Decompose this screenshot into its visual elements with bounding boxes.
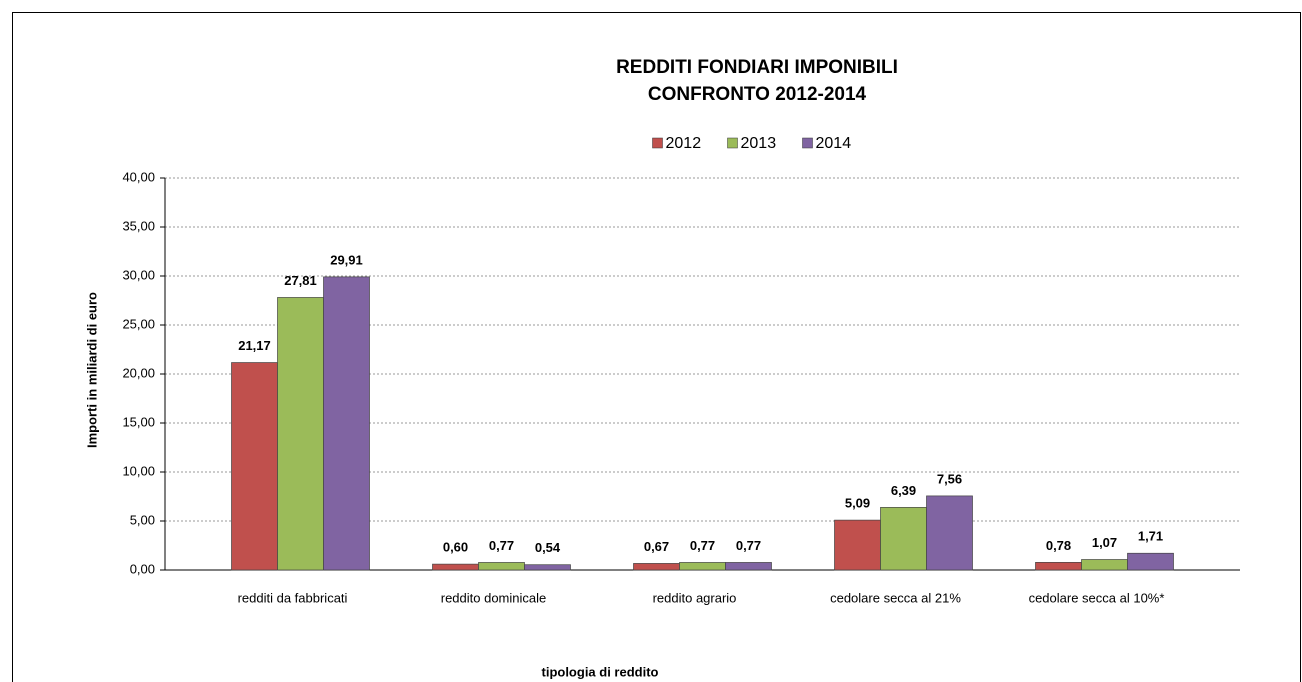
data-label: 0,77 [489,538,514,553]
data-label: 29,91 [330,252,363,267]
data-label: 27,81 [284,273,317,288]
x-tick-label: reddito agrario [653,590,737,605]
chart-title: CONFRONTO 2012-2014 [648,84,867,105]
y-tick-label: 0,00 [130,561,155,576]
data-label: 21,17 [238,338,271,353]
x-tick-label: reddito dominicale [441,590,547,605]
legend-label: 2012 [666,135,702,152]
data-label: 0,78 [1046,538,1071,553]
legend-swatch [652,137,663,149]
x-tick-label: cedolare secca al 10%* [1029,590,1165,605]
legend-label: 2013 [741,135,777,152]
data-label: 0,77 [736,538,761,553]
bar [834,519,881,571]
bar [432,563,479,571]
bar [1035,562,1082,571]
data-label: 1,71 [1138,529,1163,544]
y-tick-label: 15,00 [122,414,155,429]
bar [524,564,571,571]
y-tick-label: 5,00 [130,512,155,527]
chart-title: REDDITI FONDIARI IMPONIBILI [616,57,898,78]
y-axis-label: Importi in miliardi di euro [84,292,99,448]
bar [1081,559,1128,571]
y-tick-label: 25,00 [122,316,155,331]
data-label: 0,54 [535,540,561,555]
bar [633,563,680,571]
x-axis-label: tipologia di reddito [542,664,659,679]
x-tick-label: redditi da fabbricati [238,590,348,605]
y-tick-label: 20,00 [122,365,155,380]
bar [725,562,772,571]
data-label: 1,07 [1092,535,1117,550]
x-tick-label: cedolare secca al 21% [830,590,961,605]
data-label: 6,39 [891,483,916,498]
legend-label: 2014 [816,135,852,152]
y-tick-label: 10,00 [122,463,155,478]
data-label: 5,09 [845,496,870,511]
data-label: 0,67 [644,539,669,554]
bar [679,562,726,571]
legend-swatch [727,137,738,149]
bar [1127,552,1174,571]
bar [926,495,973,571]
bar [277,297,324,571]
bar [880,507,927,571]
data-label: 0,77 [690,538,715,553]
bar [478,562,525,571]
y-tick-label: 30,00 [122,267,155,282]
legend-swatch [802,137,813,149]
y-tick-label: 40,00 [122,169,155,184]
bar [231,362,278,571]
data-label: 0,60 [443,540,468,555]
data-label: 7,56 [937,471,962,486]
y-tick-label: 35,00 [122,218,155,233]
chart-frame [12,12,1301,682]
bar [323,276,370,571]
